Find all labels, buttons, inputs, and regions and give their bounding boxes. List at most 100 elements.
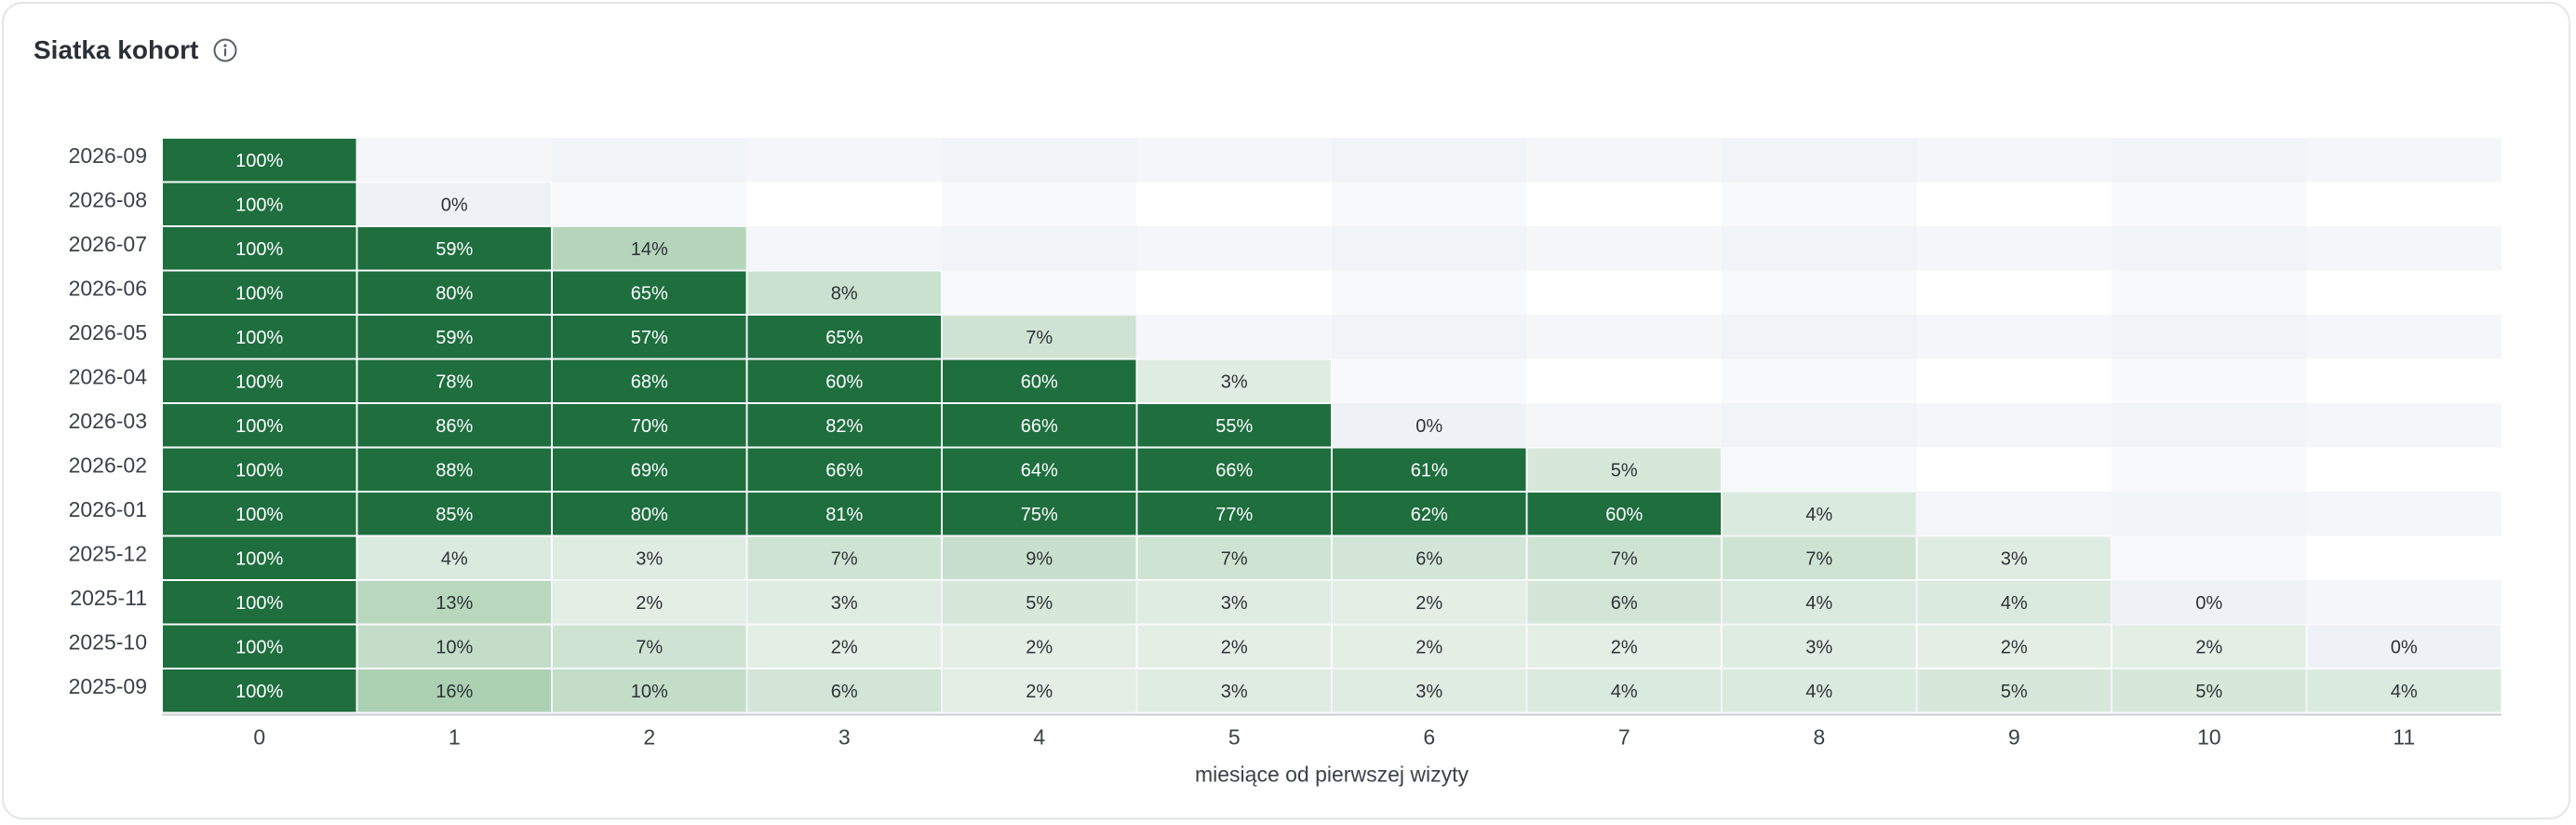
cell-label: 3% (2001, 548, 2028, 569)
cell-label: 3% (636, 548, 663, 569)
empty-cell (1332, 270, 1527, 315)
cell-label: 7% (1611, 548, 1638, 569)
x-tick-label: 5 (1228, 725, 1241, 750)
cell-label: 2% (636, 593, 663, 614)
heatmap-cell (2113, 581, 2306, 624)
cell-label: 2% (2001, 637, 2028, 657)
heatmap-cell (357, 183, 551, 225)
heatmap-cell (1527, 448, 1721, 491)
heatmap-cell (1917, 581, 2111, 624)
cell-label: 100% (235, 239, 283, 260)
cell-label: 100% (235, 682, 283, 702)
cell-label: 80% (631, 505, 668, 525)
cell-label: 100% (235, 505, 283, 525)
heatmap-cell (553, 581, 746, 624)
heatmap-cell (163, 536, 356, 579)
cell-label: 5% (1611, 460, 1638, 480)
info-icon[interactable] (213, 38, 237, 62)
heatmap-cell (1527, 581, 1721, 624)
x-tick-label: 7 (1618, 725, 1630, 750)
heatmap-cell (747, 316, 941, 358)
heatmap-cell (553, 227, 746, 270)
heatmap-cell (553, 536, 746, 579)
empty-cell (942, 182, 1137, 226)
cell-label: 3% (1221, 593, 1248, 614)
empty-cell (2112, 492, 2307, 536)
cell-label: 4% (441, 548, 468, 569)
cell-label: 61% (1411, 460, 1448, 480)
row-label: 2025-12 (69, 541, 147, 565)
empty-cell (2306, 315, 2502, 359)
heatmap-cell (357, 271, 551, 314)
x-tick-label: 9 (2008, 725, 2020, 750)
empty-cell (942, 270, 1137, 315)
heatmap-cell (553, 448, 746, 491)
heatmap-cell (163, 669, 356, 712)
heatmap-cell (163, 493, 356, 535)
cell-label: 59% (436, 239, 473, 260)
cell-label: 65% (825, 328, 863, 348)
heatmap-cell (553, 316, 746, 358)
cell-label: 3% (1805, 637, 1832, 657)
empty-cell (1722, 226, 1917, 271)
cell-label: 9% (1026, 548, 1053, 569)
heatmap-cell (747, 625, 941, 668)
heatmap-cell (2307, 669, 2501, 712)
cell-label: 2% (2195, 637, 2222, 657)
empty-cell (1916, 492, 2112, 536)
cell-label: 86% (436, 416, 473, 437)
heatmap-cell (1137, 536, 1331, 579)
cell-label: 4% (2001, 593, 2028, 614)
heatmap-cell (943, 493, 1136, 535)
cell-label: 3% (1415, 682, 1442, 702)
empty-cell (1136, 226, 1332, 271)
cell-label: 100% (235, 195, 283, 215)
cell-label: 0% (2391, 637, 2418, 657)
heatmap-cell (943, 536, 1136, 579)
empty-cell (746, 138, 942, 183)
heatmap-cell (943, 581, 1136, 624)
heatmap-cell (1723, 493, 1916, 535)
heatmap-cell (943, 359, 1136, 402)
cell-label: 5% (2001, 682, 2028, 702)
empty-cell (2306, 270, 2502, 315)
cell-label: 13% (436, 593, 473, 614)
heatmap-cell (357, 448, 551, 491)
cell-label: 2% (1415, 593, 1442, 614)
heatmap-cell (1527, 625, 1721, 668)
cell-label: 7% (1805, 548, 1832, 569)
empty-cell (1916, 315, 2112, 359)
heatmap-cell (943, 625, 1136, 668)
heatmap-cell (1137, 448, 1331, 491)
cell-label: 2% (1221, 637, 1248, 657)
empty-cell (2112, 182, 2307, 226)
cell-label: 16% (436, 682, 473, 702)
heatmap-cell (163, 139, 356, 182)
empty-cell (2306, 138, 2502, 183)
heatmap-cell (357, 581, 551, 624)
empty-cell (1332, 315, 1527, 359)
heatmap-cell (2113, 625, 2306, 668)
heatmap-cell (1723, 581, 1916, 624)
heatmap-cell (943, 404, 1136, 447)
heatmap-cell (553, 359, 746, 402)
heatmap-cell (1333, 404, 1526, 447)
cell-label: 8% (831, 283, 858, 304)
cell-label: 100% (235, 460, 283, 480)
cell-label: 60% (825, 372, 863, 392)
heatmap-cell (1917, 669, 2111, 712)
row-label: 2026-03 (69, 409, 147, 433)
empty-cell (1722, 270, 1917, 315)
empty-cell (1526, 315, 1722, 359)
heatmap-cell (163, 448, 356, 491)
heatmap-cell (747, 669, 941, 712)
cell-label: 4% (2391, 682, 2418, 702)
cell-label: 6% (1611, 593, 1638, 614)
empty-cell (1136, 138, 1332, 183)
cell-label: 4% (1805, 505, 1832, 525)
cell-label: 7% (1026, 328, 1053, 348)
empty-cell (1722, 138, 1917, 183)
empty-cell (2112, 270, 2307, 315)
cell-label: 70% (631, 416, 668, 437)
cell-label: 100% (235, 637, 283, 657)
